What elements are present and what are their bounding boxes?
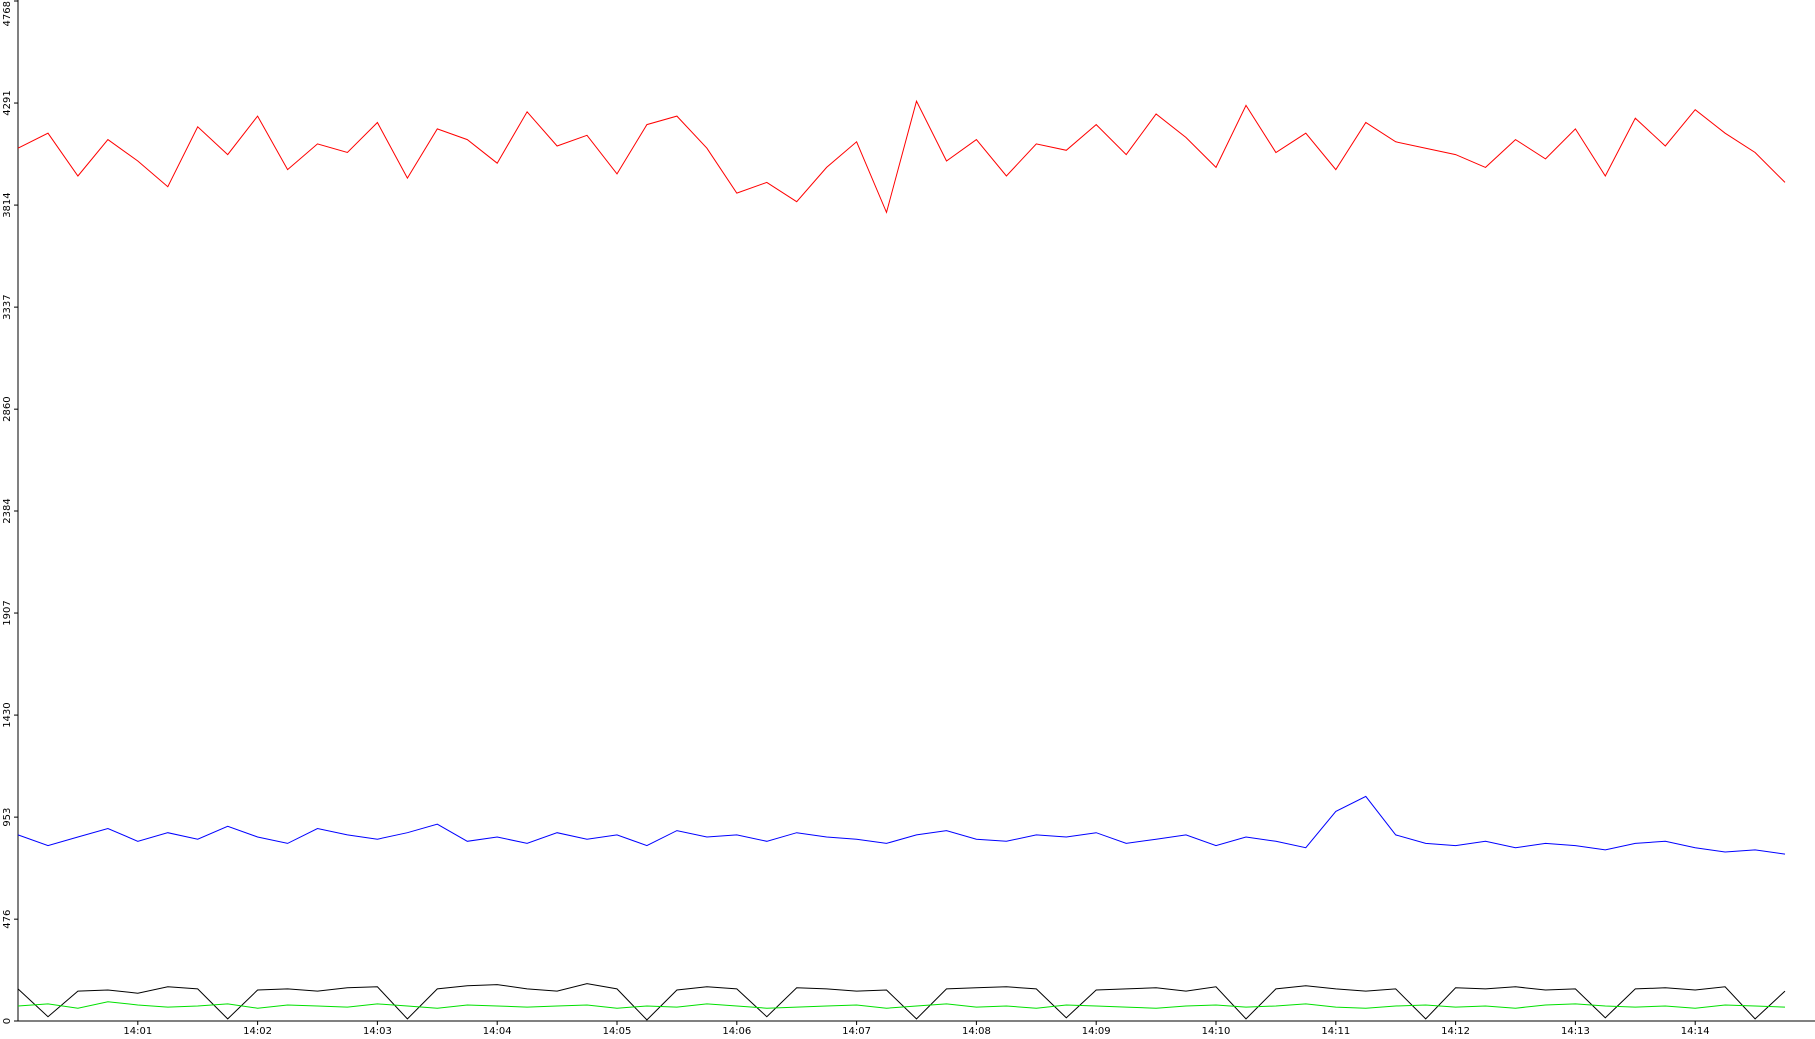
y-tick-label: 476 xyxy=(2,910,13,929)
x-tick-label: 14:05 xyxy=(603,1026,632,1037)
x-tick-label: 14:02 xyxy=(243,1026,272,1037)
y-tick-label: 2384 xyxy=(2,498,13,523)
x-tick-label: 14:06 xyxy=(722,1026,751,1037)
y-tick-label: 3337 xyxy=(2,294,13,319)
y-tick-label: 2860 xyxy=(2,396,13,421)
x-tick-label: 14:01 xyxy=(123,1026,152,1037)
y-tick-label: 4768 xyxy=(2,1,13,26)
x-tick-label: 14:12 xyxy=(1441,1026,1470,1037)
x-tick-label: 14:09 xyxy=(1082,1026,1111,1037)
y-tick-label: 953 xyxy=(2,808,13,827)
y-tick-label: 1430 xyxy=(2,702,13,727)
series-line xyxy=(17,795,1786,855)
y-tick-label: 4291 xyxy=(2,90,13,115)
y-tick-label: 1907 xyxy=(2,600,13,625)
x-tick-label: 14:13 xyxy=(1561,1026,1590,1037)
x-tick-label: 14:10 xyxy=(1202,1026,1231,1037)
series-line xyxy=(17,99,1786,214)
y-tick-label: 0 xyxy=(2,1018,13,1024)
series-line xyxy=(17,1001,1786,1009)
x-tick-label: 14:03 xyxy=(363,1026,392,1037)
y-tick-label: 3814 xyxy=(2,192,13,217)
x-tick-label: 14:14 xyxy=(1681,1026,1710,1037)
series-line xyxy=(17,983,1786,1021)
x-tick-label: 14:11 xyxy=(1321,1026,1350,1037)
x-tick-label: 14:08 xyxy=(962,1026,991,1037)
x-tick-label: 14:04 xyxy=(483,1026,512,1037)
x-tick-label: 14:07 xyxy=(842,1026,871,1037)
